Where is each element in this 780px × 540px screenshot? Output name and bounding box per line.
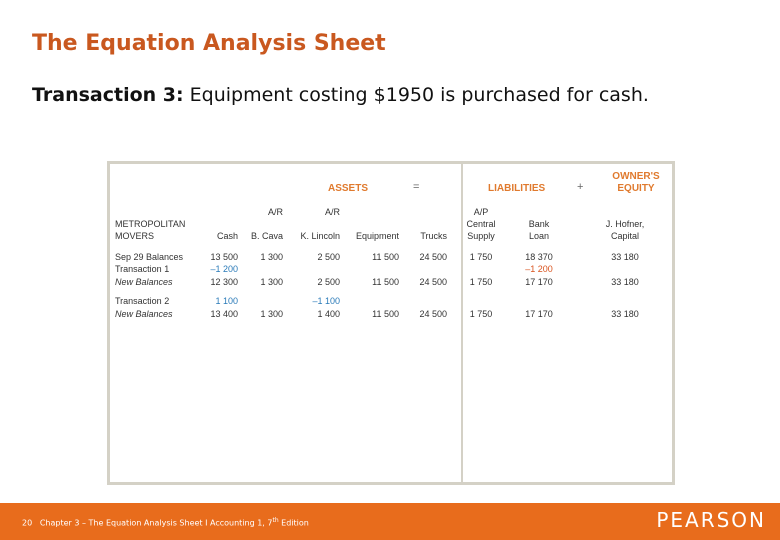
assets-header: ASSETS xyxy=(328,183,369,194)
table-cell: 2 500 xyxy=(317,252,340,262)
page-number: 20 xyxy=(22,518,33,528)
row-label: New Balances xyxy=(115,277,173,287)
table-cell: 1 300 xyxy=(260,252,283,262)
table-cell: 24 500 xyxy=(419,309,447,319)
slide-title: The Equation Analysis Sheet xyxy=(32,31,386,56)
edition-superscript: th xyxy=(272,517,279,524)
table-cell: 17 170 xyxy=(525,309,553,319)
column-header: Capital xyxy=(610,231,639,241)
chapter-reference-suffix: Edition xyxy=(278,518,309,528)
table-cell: 33 180 xyxy=(611,277,639,287)
row-label: Sep 29 Balances xyxy=(115,252,184,262)
table-cell: 1 750 xyxy=(469,277,493,287)
liabilities-header: LIABILITIES xyxy=(488,183,546,194)
column-header: Trucks xyxy=(420,231,447,241)
table-cell: –1 200 xyxy=(210,264,238,274)
table-cell: 11 500 xyxy=(372,252,399,262)
owners-equity-header-line1: OWNER'S xyxy=(612,171,660,182)
table-cell: 17 170 xyxy=(525,277,553,287)
table-cell: 11 500 xyxy=(372,309,399,319)
table-cell: 11 500 xyxy=(372,277,399,287)
table-cell: 33 180 xyxy=(611,252,639,262)
row-label: Transaction 1 xyxy=(115,264,170,274)
column-header: J. Hofner, xyxy=(605,219,645,229)
table-cell: 1 300 xyxy=(260,309,283,319)
column-header: Cash xyxy=(216,231,238,241)
table-cell: 18 370 xyxy=(525,252,553,262)
slide-subtitle: Transaction 3: Equipment costing $1950 i… xyxy=(32,84,649,106)
column-header: Bank xyxy=(528,219,550,229)
owners-equity-header-line2: EQUITY xyxy=(617,183,655,194)
plus-sign: + xyxy=(577,181,584,193)
column-header: A/R xyxy=(267,207,283,217)
table-cell: 1 400 xyxy=(317,309,340,319)
table-cell: 24 500 xyxy=(419,252,447,262)
column-header: A/R xyxy=(324,207,340,217)
transaction-description: Equipment costing $1950 is purchased for… xyxy=(183,84,649,106)
table-cell: 2 500 xyxy=(317,277,340,287)
row-label: Transaction 2 xyxy=(115,296,170,306)
column-header: Central xyxy=(466,219,496,229)
chapter-reference: Chapter 3 – The Equation Analysis Sheet … xyxy=(39,518,273,528)
table-cell: 33 180 xyxy=(611,309,639,319)
table-cell: –1 200 xyxy=(525,264,553,274)
column-header: K. Lincoln xyxy=(300,231,340,241)
company-name-line2: MOVERS xyxy=(115,231,155,241)
table-cell: 1 750 xyxy=(469,309,493,319)
table-cell: 13 500 xyxy=(210,252,238,262)
transaction-label: Transaction 3: xyxy=(32,84,184,106)
table-cell: –1 100 xyxy=(312,296,340,306)
column-header: Equipment xyxy=(355,231,399,241)
equation-analysis-sheet: ASSETS = LIABILITIES + OWNER'S EQUITY ME… xyxy=(107,161,675,485)
table-cell: 13 400 xyxy=(210,309,238,319)
row-label: New Balances xyxy=(115,309,173,319)
table-cell: 1 100 xyxy=(215,296,238,306)
column-header: Supply xyxy=(467,231,495,241)
table-cell: 1 300 xyxy=(260,277,283,287)
table-cell: 12 300 xyxy=(210,277,238,287)
column-header: A/P xyxy=(473,207,489,217)
table-cell: 24 500 xyxy=(419,277,447,287)
company-name-line1: METROPOLITAN xyxy=(115,219,186,229)
table-cell: 1 750 xyxy=(469,252,493,262)
footer-note: 20 Chapter 3 – The Equation Analysis She… xyxy=(22,517,309,528)
column-header: B. Cava xyxy=(250,231,283,241)
equals-sign: = xyxy=(413,181,420,193)
footer-bar: 20 Chapter 3 – The Equation Analysis She… xyxy=(0,503,780,540)
column-header: Loan xyxy=(528,231,550,241)
pearson-logo: PEARSON xyxy=(656,508,766,532)
assets-liabilities-divider xyxy=(461,164,463,482)
